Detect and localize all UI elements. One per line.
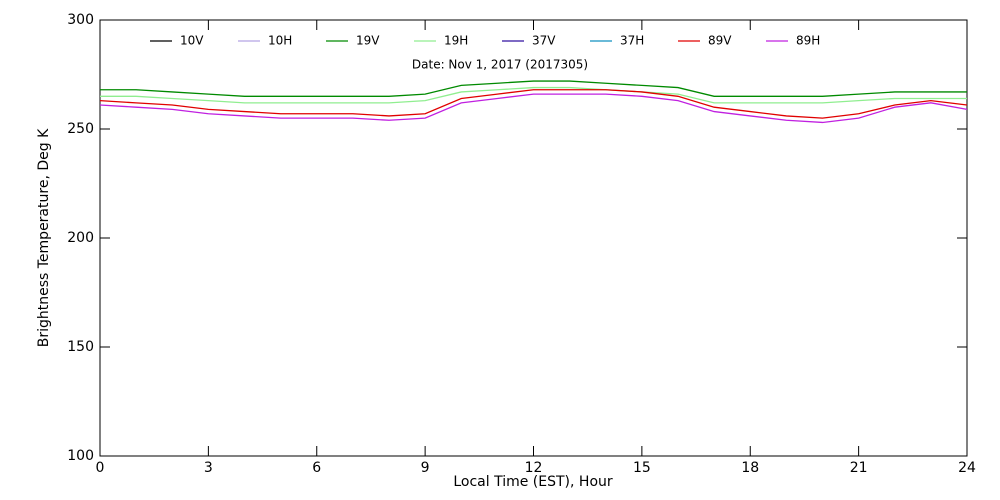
legend-label: 10H xyxy=(268,34,292,48)
series-line xyxy=(100,80,967,97)
x-axis-label: Local Time (EST), Hour xyxy=(453,474,613,490)
y-axis-label: Brightness Temperature, Deg K xyxy=(36,128,52,347)
y-tick-label: 100 xyxy=(67,448,94,464)
series-line xyxy=(99,89,968,119)
legend-label: 89V xyxy=(708,34,732,48)
x-tick-label: 6 xyxy=(312,460,321,476)
x-tick-label: 9 xyxy=(421,460,430,476)
series-line xyxy=(100,86,967,104)
x-tick-label: 3 xyxy=(204,460,213,476)
y-tick-label: 300 xyxy=(67,12,94,28)
x-tick-label: 18 xyxy=(741,460,759,476)
legend-label: 37H xyxy=(620,34,644,48)
y-tick-label: 200 xyxy=(67,230,94,246)
legend-label: 37V xyxy=(532,34,556,48)
series-line xyxy=(99,93,968,124)
legend-label: 19V xyxy=(356,34,380,48)
x-tick-label: 0 xyxy=(96,460,105,476)
x-tick-label: 15 xyxy=(633,460,651,476)
legend-label: 10V xyxy=(180,34,204,48)
x-tick-label: 24 xyxy=(958,460,976,476)
legend-label: 89H xyxy=(796,34,820,48)
legend-label: 19H xyxy=(444,34,468,48)
x-tick-label: 12 xyxy=(525,460,543,476)
chart-subtitle: Date: Nov 1, 2017 (2017305) xyxy=(412,58,588,72)
plot-frame xyxy=(99,19,968,457)
y-tick-label: 250 xyxy=(67,121,94,137)
x-tick-label: 21 xyxy=(850,460,868,476)
y-tick-label: 150 xyxy=(67,339,94,355)
